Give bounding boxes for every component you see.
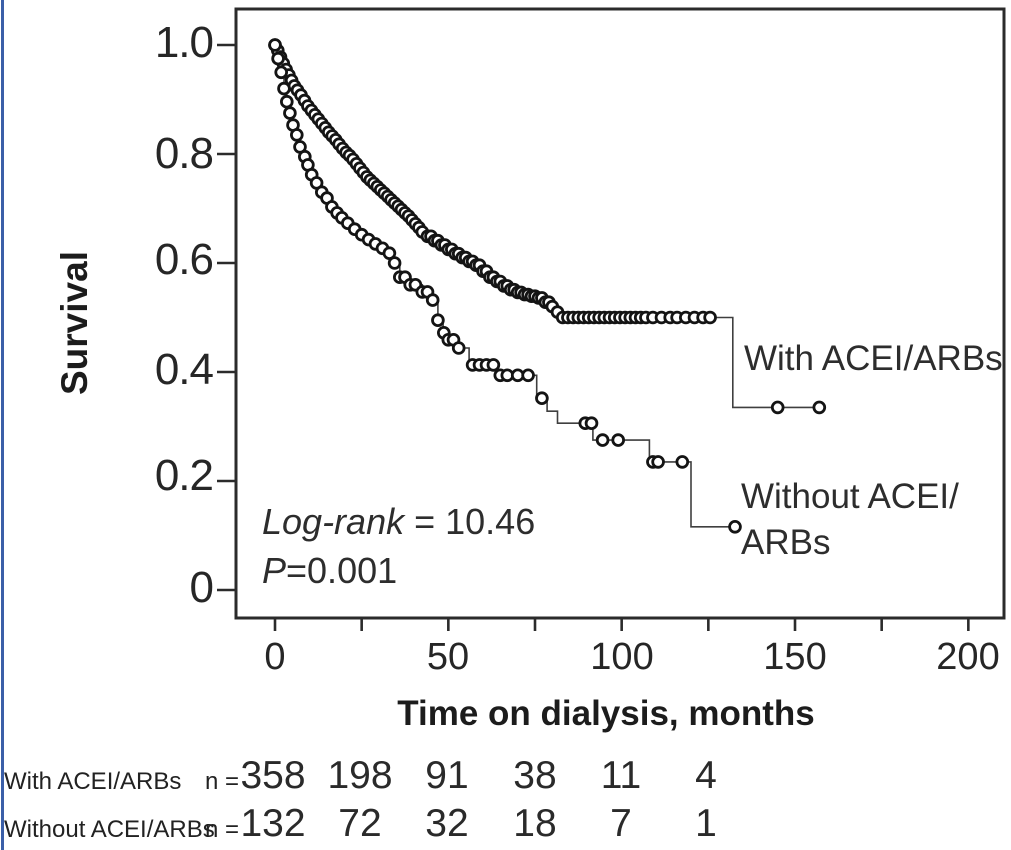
- y-tick-label: 0.4: [154, 345, 214, 394]
- series-label-without-line2: ARBs: [741, 523, 831, 562]
- x-axis-title: Time on dialysis, months: [397, 694, 815, 733]
- at-risk-count: 18: [513, 802, 557, 845]
- at-risk-count: 4: [695, 754, 717, 797]
- at-risk-n-prefix: n =: [205, 816, 240, 843]
- at-risk-count: 198: [327, 754, 393, 797]
- at-risk-row-label: With ACEI/ARBs: [4, 768, 182, 795]
- series-label-without-acei-arbs: Without ACEI/ ARBs: [741, 474, 959, 566]
- at-risk-count: 132: [240, 802, 306, 845]
- pvalue-label: P: [262, 550, 287, 591]
- at-risk-count: 358: [240, 754, 306, 797]
- y-tick-label: 0.2: [154, 451, 214, 500]
- y-tick-label: 1.0: [154, 18, 214, 67]
- y-tick-label: 0.6: [154, 235, 214, 284]
- logrank-annotation: Log-rank = 10.46: [262, 502, 535, 542]
- pvalue-value: =0.001: [286, 550, 398, 591]
- at-risk-count: 38: [513, 754, 557, 797]
- at-risk-count: 91: [425, 754, 469, 797]
- logrank-label: Log-rank: [262, 501, 405, 542]
- at-risk-n-prefix: n =: [205, 768, 240, 795]
- at-risk-count: 1: [695, 802, 717, 845]
- x-tick-label: 0: [264, 636, 286, 678]
- logrank-value: = 10.46: [404, 501, 536, 542]
- y-tick-label: 0.8: [154, 129, 214, 178]
- series-label-without-line1: Without ACEI/: [741, 477, 959, 516]
- left-accent-border: [1, 0, 4, 850]
- at-risk-count: 11: [600, 754, 642, 797]
- at-risk-count: 72: [338, 802, 382, 845]
- x-tick-label: 100: [590, 636, 654, 678]
- series-label-with-acei-arbs: With ACEI/ARBs: [744, 339, 1003, 378]
- at-risk-row-label: Without ACEI/ARBs: [4, 816, 215, 843]
- at-risk-count: 7: [610, 802, 632, 845]
- y-tick-label: 0: [189, 563, 214, 612]
- at-risk-count: 32: [425, 802, 469, 845]
- pvalue-annotation: P=0.001: [262, 551, 397, 591]
- x-tick-label: 150: [763, 636, 827, 678]
- x-tick-label: 200: [936, 636, 1000, 678]
- x-tick-label: 50: [426, 636, 470, 678]
